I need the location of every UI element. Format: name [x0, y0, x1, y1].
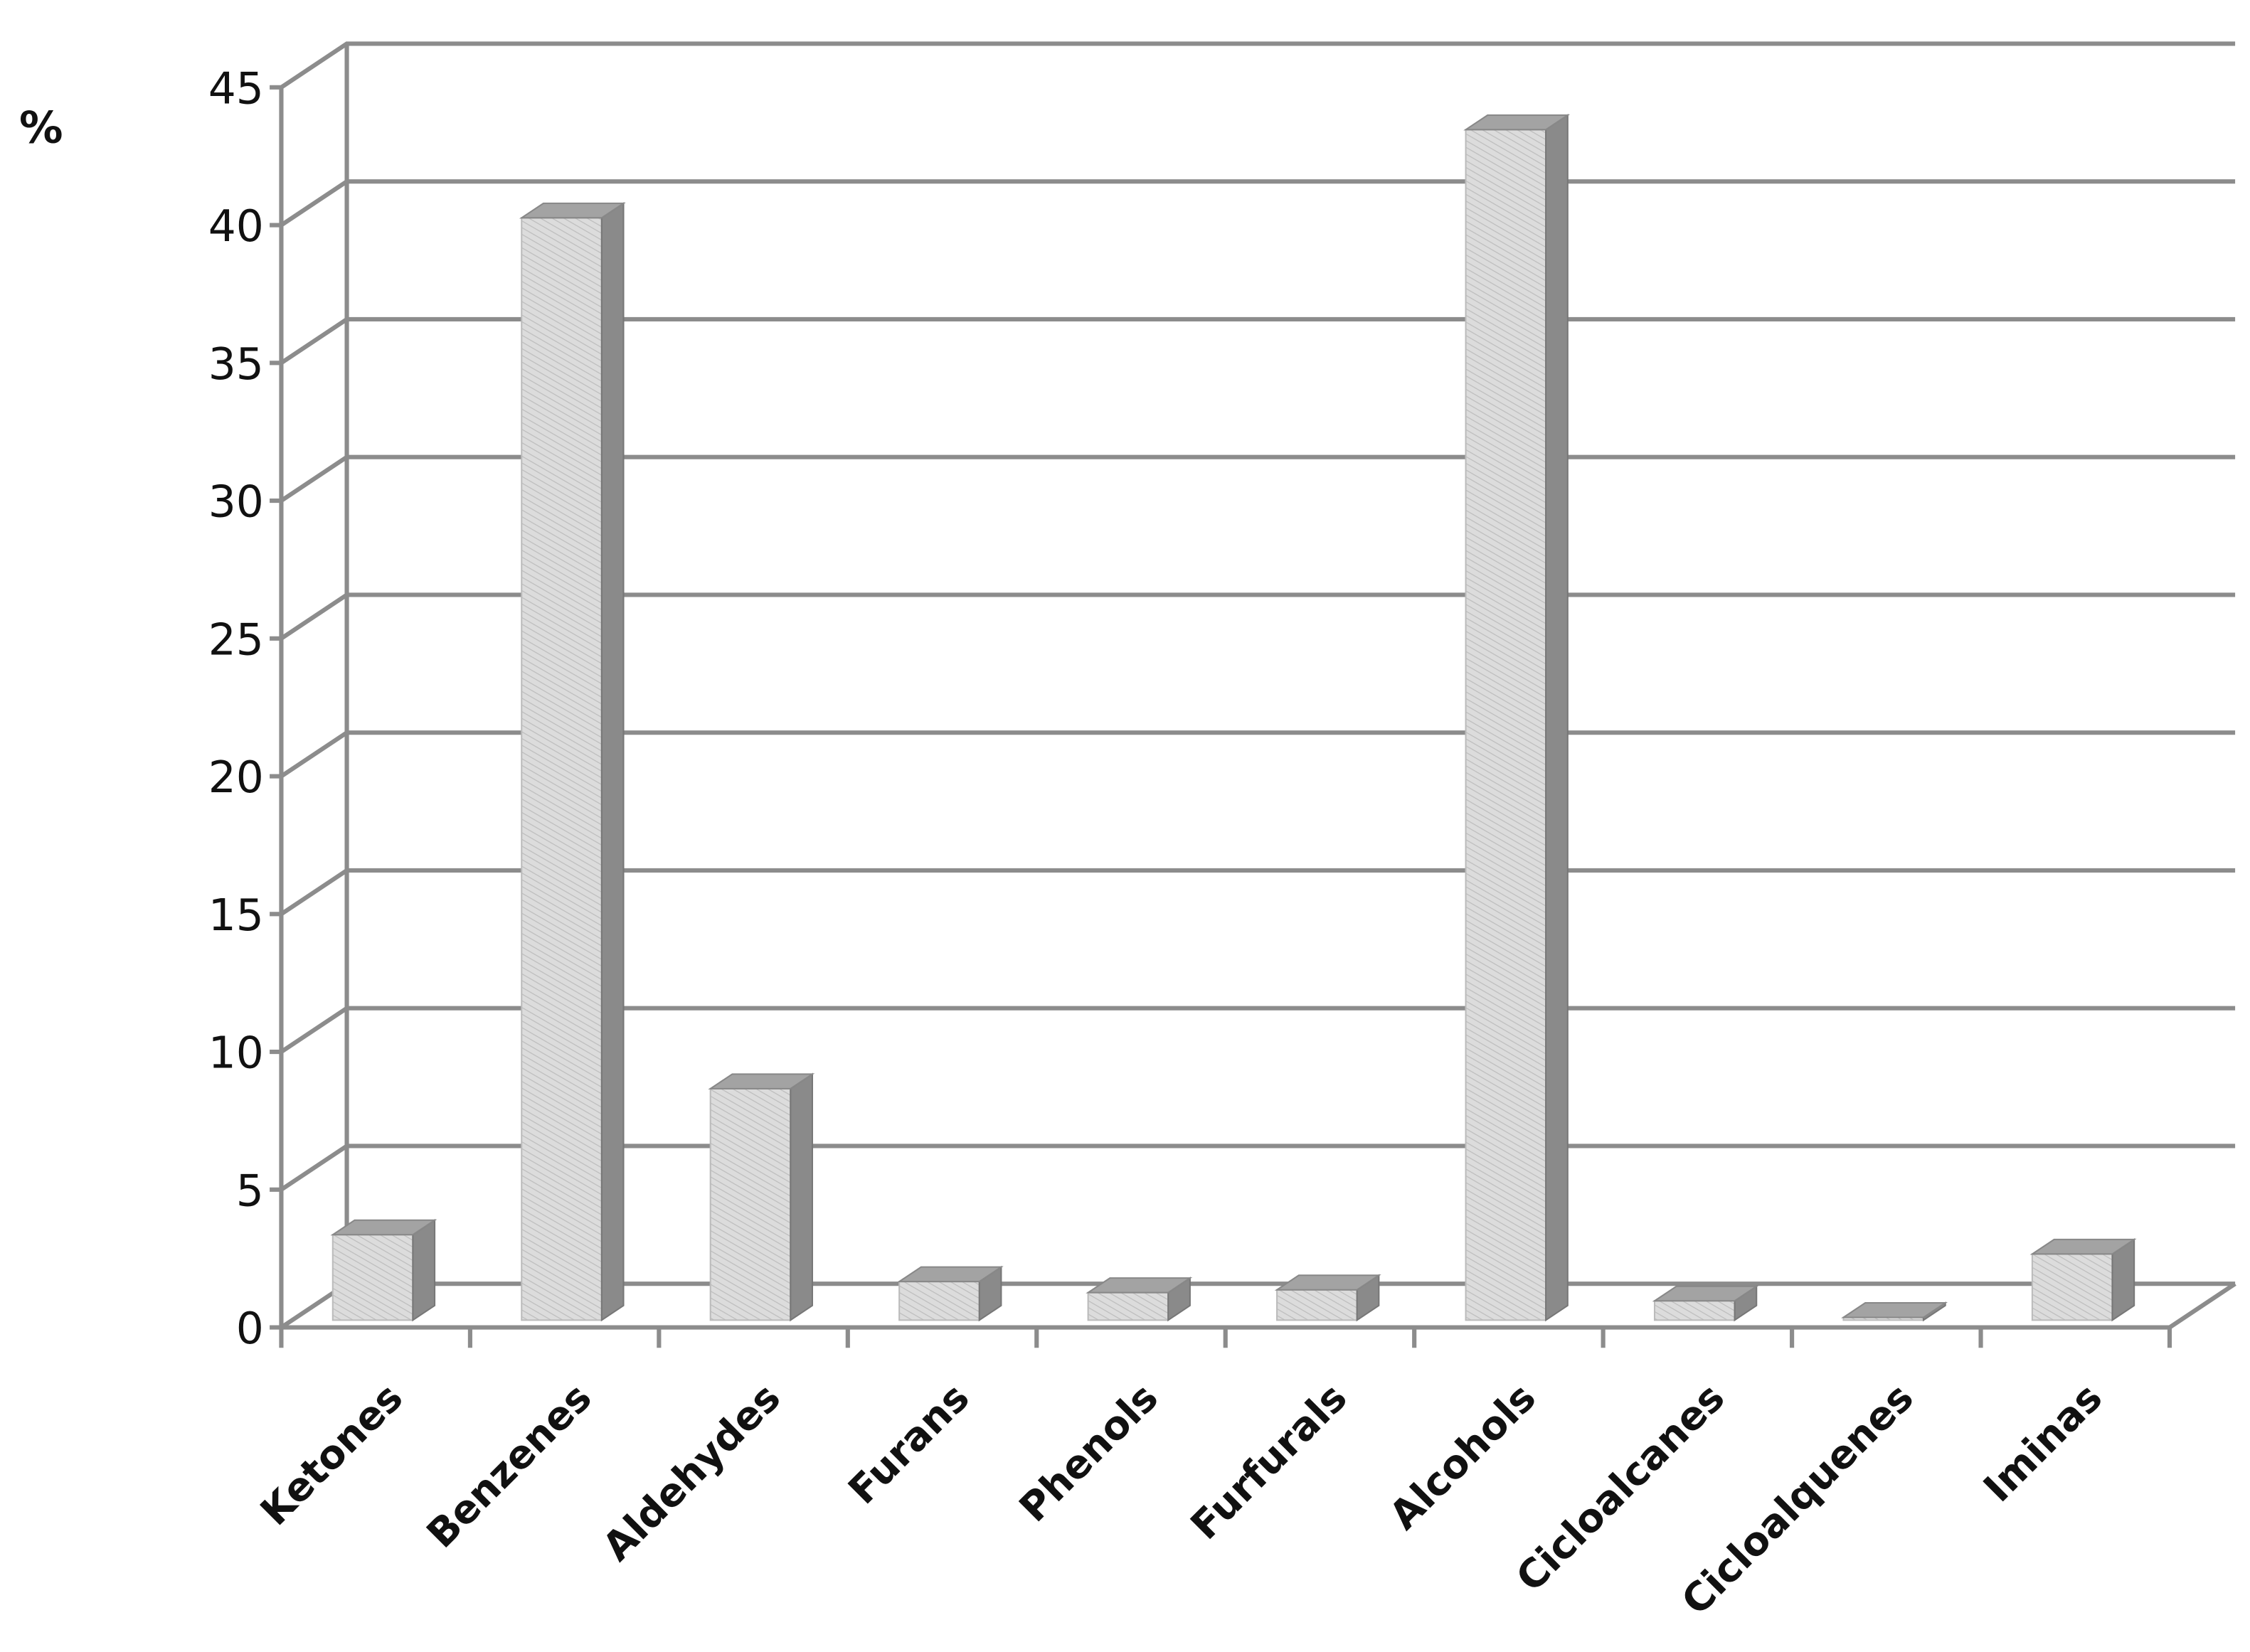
bar [1841, 1301, 1948, 1322]
bar [708, 1072, 815, 1322]
y-tick-label: 5 [236, 1166, 264, 1216]
bar-front [521, 217, 603, 1321]
y-tick-label: 30 [208, 477, 264, 528]
bar-top [1086, 1277, 1193, 1294]
bar-top [1274, 1274, 1381, 1291]
bar-front [1653, 1300, 1736, 1321]
plot: 0 5 10 15 20 25 30 35 40 45 Ketones BenzenesAldehyd… [208, 41, 2236, 1624]
x-tick-label: Aldehydes [595, 1375, 790, 1570]
x-axis-depth [2168, 1281, 2236, 1330]
bar-side [1545, 113, 1569, 1322]
grid-line [280, 316, 2236, 365]
bar [1463, 113, 1571, 1322]
y-tick-label: 35 [208, 339, 264, 390]
bar-front [1087, 1291, 1169, 1321]
x-tick-label: Furfurals [1182, 1375, 1356, 1549]
grid-line [280, 592, 2236, 641]
grid-line [280, 1144, 2236, 1192]
x-tick-label: Benzenes [418, 1375, 600, 1557]
y-tick-label: 25 [208, 614, 264, 665]
bar-top [1652, 1285, 1759, 1302]
bar-top [708, 1073, 815, 1089]
bar [330, 1218, 437, 1322]
bar [519, 201, 626, 1322]
y-axis-label: % [19, 103, 63, 154]
bar-top [519, 202, 626, 219]
x-tick-label: Alcohols [1381, 1375, 1545, 1539]
y-tick-label: 15 [208, 890, 264, 941]
grid-line [280, 179, 2236, 228]
bar-top [1463, 114, 1571, 131]
y-tick-label: 0 [236, 1304, 264, 1354]
bar-side [600, 201, 625, 1322]
bar [1274, 1274, 1381, 1322]
bar-top [1841, 1301, 1948, 1318]
bar [2029, 1237, 2137, 1322]
bar [1652, 1284, 1759, 1322]
bar-front [331, 1234, 414, 1321]
y-tick-label: 45 [208, 63, 264, 114]
bar-top [896, 1266, 1004, 1283]
bar-side [412, 1218, 436, 1322]
x-tick-label: Ketones [253, 1375, 412, 1535]
grid-line [280, 41, 2236, 90]
bar-side [790, 1072, 813, 1322]
bar-front [1276, 1289, 1358, 1321]
grid-line [280, 730, 2236, 779]
bar-top [2029, 1238, 2137, 1255]
x-tick-label: Phenols [1011, 1375, 1167, 1532]
bar-front [1465, 129, 1547, 1321]
bar-front [898, 1281, 980, 1321]
bar-front [2031, 1253, 2113, 1321]
x-tick-label: Furans [840, 1375, 979, 1514]
x-tick-label: Iminas [1975, 1375, 2111, 1511]
y-tick-label: 20 [208, 752, 264, 803]
grid-line [280, 454, 2236, 503]
y-tick-label: 40 [208, 201, 264, 252]
bar [896, 1265, 1004, 1322]
grid-line [280, 1006, 2236, 1054]
bar [1086, 1277, 1193, 1322]
grid-line [280, 868, 2236, 916]
bar-front [709, 1087, 792, 1321]
y-tick-label: 10 [208, 1028, 264, 1079]
bar-top [330, 1219, 437, 1236]
